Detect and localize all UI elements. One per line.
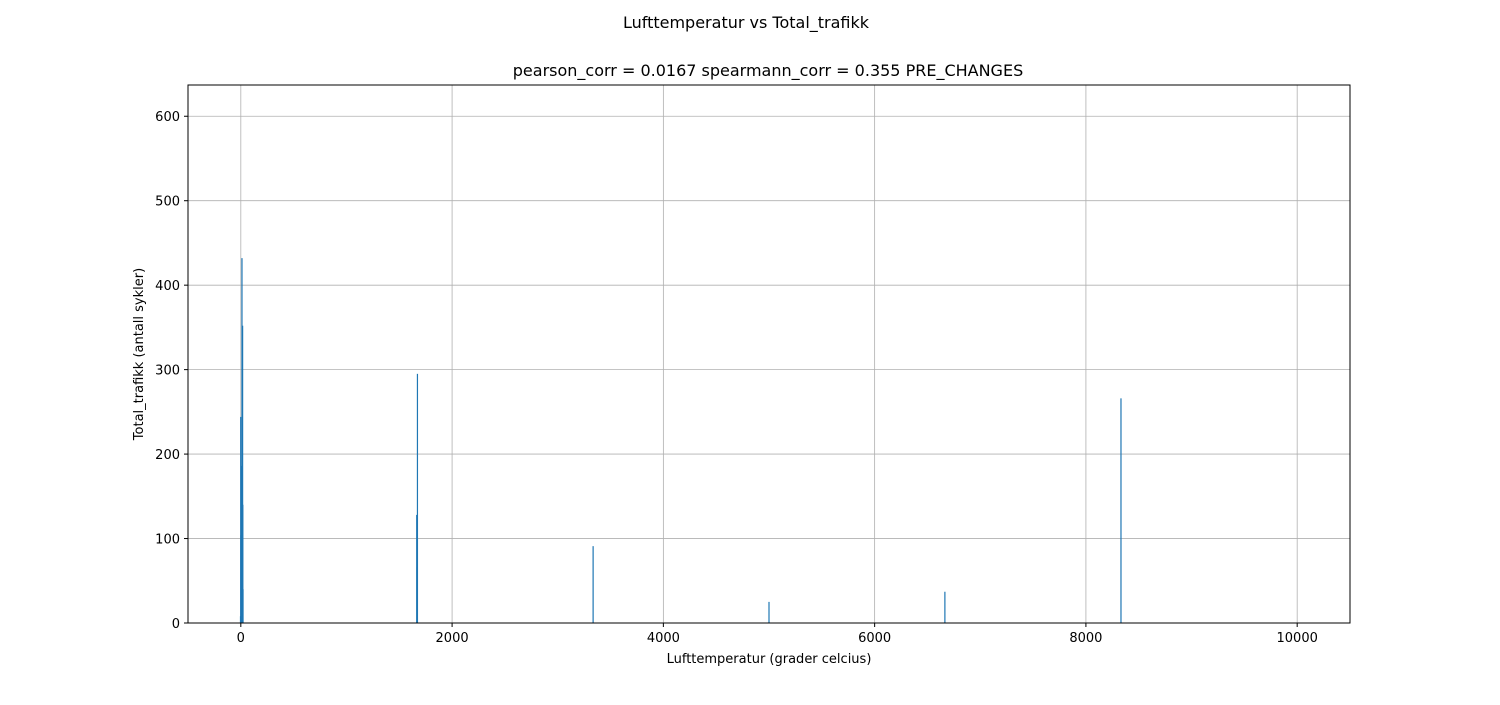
y-tick-label: 200 [155, 448, 180, 463]
chart-suptitle: Lufttemperatur vs Total_trafikk [623, 13, 870, 33]
bar [241, 258, 243, 623]
bar [242, 325, 244, 623]
bar [1120, 398, 1122, 623]
bars [239, 258, 1122, 623]
chart-title: pearson_corr = 0.0167 spearmann_corr = 0… [513, 61, 1023, 81]
x-tick-label: 2000 [436, 631, 469, 646]
y-tick-label: 400 [155, 279, 180, 294]
x-tick-label: 0 [237, 631, 245, 646]
plot-frame [187, 84, 1351, 624]
x-tick-label: 8000 [1069, 631, 1102, 646]
bar [242, 589, 244, 623]
bar [944, 591, 946, 623]
y-axis-label: Total_trafikk (antall sykler) [132, 268, 147, 441]
x-tick-label: 4000 [647, 631, 680, 646]
x-axis-label: Lufttemperatur (grader celcius) [667, 652, 872, 667]
y-tick-label: 500 [155, 195, 180, 210]
x-tick-label: 6000 [858, 631, 891, 646]
ticks: 0 2000 4000 6000 8000 10000 0 100 200 300 400 500 60… [155, 110, 1318, 646]
bar [242, 504, 244, 623]
bar [592, 546, 594, 623]
y-tick-label: 300 [155, 364, 180, 379]
y-tick-label: 100 [155, 533, 180, 548]
y-tick-label: 0 [172, 617, 180, 632]
bar [416, 373, 419, 623]
bar [768, 601, 770, 623]
y-tick-label: 600 [155, 110, 180, 125]
x-tick-label: 10000 [1277, 631, 1318, 646]
